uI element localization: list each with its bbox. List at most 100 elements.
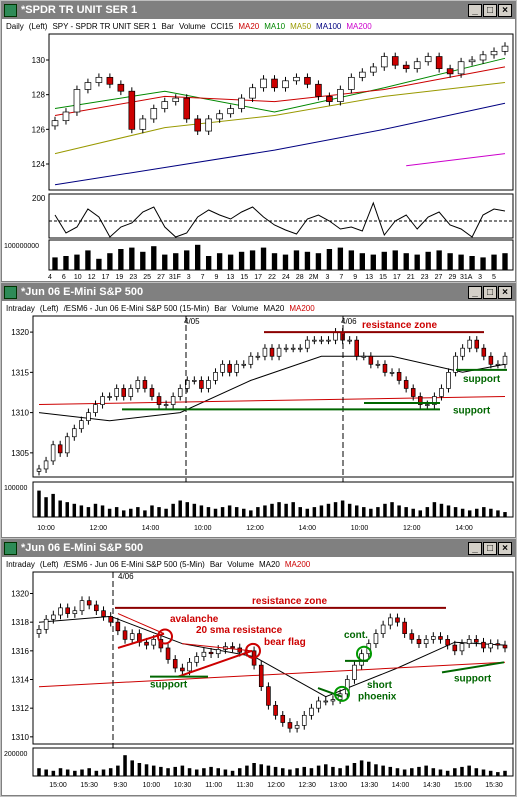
volume-bar [291,502,295,517]
volume-bar [52,257,58,270]
candle [262,347,268,357]
volume-bar [445,770,450,776]
candle [194,656,200,663]
volume-bar [171,503,175,517]
volume-bar [475,508,479,517]
x-tick-label: 17 [393,274,401,281]
y-tick-label: 1316 [11,647,29,656]
candle [220,363,225,373]
window-title: *Jun 06 E-Mini S&P 500 [21,542,144,554]
volume-bar [469,256,475,270]
es-15min-window[interactable]: *Jun 06 E-Mini S&P 500 _ □ × Intraday (Le… [1,283,516,538]
volume-bar [202,768,206,776]
volume-bar [192,503,197,517]
volume-bar [213,508,218,517]
volume-bar [150,505,154,517]
volume-bar [491,254,497,270]
volume-bar [277,502,281,517]
spy-daily-window[interactable]: *SPDR TR UNIT SER 1 _ □ × Daily (Left) SPY… [1,1,516,282]
es-15min-chart: 1305 1310 1315 1320 4/05 4/06 resistance zone s… [4,315,514,532]
candle [94,604,99,612]
volume-bar [390,502,394,517]
window-menu-icon[interactable] [4,286,17,299]
candle [445,639,450,646]
session-date-label: 4/06 [118,572,134,581]
x-tick-label: 4 [48,274,52,281]
candle [230,646,235,649]
volume-bar [305,508,310,517]
candle [425,404,430,406]
volume-bar [496,510,500,517]
candle [260,78,267,89]
volume-bar [414,254,420,270]
volume-bar [107,253,113,270]
maximize-icon[interactable]: □ [483,542,497,555]
candle [161,101,169,109]
volume-bar [74,254,80,270]
volume-bar [338,768,342,776]
volume-bar [404,507,408,517]
y-tick-label: 124 [32,160,46,169]
volume-bar [96,258,102,270]
volume-bar [432,502,437,517]
candle [389,371,395,374]
volume-bar [447,253,453,270]
candle [488,355,494,365]
volume-bar [118,249,124,270]
volume-bar [282,254,289,270]
maximize-icon[interactable]: □ [483,286,497,299]
candle [64,436,70,454]
x-tick-label: 14:30 [423,782,441,789]
volume-bar [129,508,133,517]
window-title: *SPDR TR UNIT SER 1 [21,4,138,16]
x-tick-label: 2M [309,274,319,281]
candle [416,639,422,645]
es-5min-window[interactable]: *Jun 06 E-Mini S&P 500 _ □ × Intraday (Le… [1,539,516,796]
window-menu-icon[interactable] [4,542,17,555]
x-tick-label: 14:00 [455,525,473,532]
x-tick-label: 12:00 [403,525,421,532]
candle [129,633,135,640]
candle [205,118,212,132]
candle [403,380,409,389]
volume-bar [94,770,99,776]
x-tick-label: 31A [460,274,473,281]
volume-bar [151,765,156,776]
close-icon[interactable]: × [498,542,512,555]
volume-bar [376,507,380,517]
x-tick-label: 25 [143,274,151,281]
x-tick-label: 7 [339,274,343,281]
volume-bar [93,503,98,517]
candle [347,339,352,342]
minimize-icon[interactable]: _ [468,4,482,17]
minimize-icon[interactable]: _ [468,542,482,555]
x-tick-label: 3 [187,274,191,281]
candle [435,56,443,70]
volume-bar [260,247,267,270]
window-titlebar[interactable]: *SPDR TR UNIT SER 1 _ □ × [2,2,515,19]
close-icon[interactable]: × [498,4,512,17]
candle [481,641,486,649]
x-tick-label: 6 [62,274,66,281]
volume-bar [237,768,242,776]
volume-bar [446,505,451,517]
close-icon[interactable]: × [498,286,512,299]
volume-bar [402,769,407,776]
volume-bar [206,507,211,517]
header-item: (Left) [39,304,59,313]
minimize-icon[interactable]: _ [468,286,482,299]
x-tick-label: 13:00 [330,782,348,789]
volume-bar [345,765,350,776]
volume-bar [107,508,112,517]
window-menu-icon[interactable] [4,4,17,17]
maximize-icon[interactable]: □ [483,4,497,17]
header-item: MA50 [290,22,312,31]
window-titlebar[interactable]: *Jun 06 E-Mini S&P 500 _ □ × [2,540,515,557]
volume-bar [319,505,324,517]
volume-bar [489,508,493,517]
window-titlebar[interactable]: *Jun 06 E-Mini S&P 500 _ □ × [2,284,515,301]
candle [474,639,479,643]
volume-bar [249,250,256,270]
volume-bar [436,250,442,270]
x-tick-label: 22 [268,274,276,281]
